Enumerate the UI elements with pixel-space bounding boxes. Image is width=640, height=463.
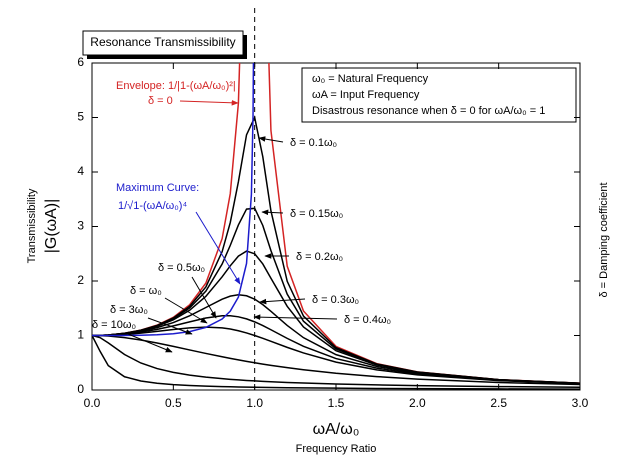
- chart-title: Resonance Transmissibility: [90, 35, 235, 49]
- y-axis-title: |G(ωA)|: [43, 199, 60, 254]
- curve: [92, 334, 580, 388]
- x-tick-label: 2.5: [490, 396, 507, 410]
- y-axis-subtitle: Transmissibility: [26, 188, 38, 263]
- x-tick-label: 0.5: [165, 396, 182, 410]
- curve: [92, 335, 580, 390]
- y-tick-label: 5: [77, 110, 84, 124]
- annotation-arrow: [253, 314, 338, 320]
- info-line: Disastrous resonance when δ = 0 for ωA/ω…: [312, 105, 545, 117]
- annotation-arrow: [191, 276, 217, 319]
- x-axis-subtitle: Frequency Ratio: [296, 443, 377, 455]
- annotation-arrow: [259, 298, 306, 305]
- right-axis-label: δ = Damping coefficient: [598, 182, 610, 297]
- annotation-arrow: [179, 99, 239, 106]
- annotation: 1/√1-(ωA/ω₀)⁴: [118, 200, 187, 212]
- curve: [92, 315, 580, 385]
- annotation-arrow: [195, 211, 241, 285]
- x-tick-label: 1.0: [246, 396, 263, 410]
- curve: [92, 326, 580, 385]
- x-tick-label: 3.0: [572, 396, 589, 410]
- y-tick-label: 4: [77, 164, 84, 178]
- info-box: [301, 67, 577, 123]
- info-line: ωA = Input Frequency: [312, 89, 420, 101]
- title-box: [82, 30, 244, 56]
- curve: [268, 63, 580, 384]
- x-tick-label: 1.5: [328, 396, 345, 410]
- x-tick-label: 2.0: [409, 396, 426, 410]
- annotation: δ = 10ω₀: [92, 319, 136, 331]
- annotation: δ = 0.2ω₀: [296, 251, 343, 263]
- y-tick-label: 1: [77, 328, 84, 342]
- annotation: δ = 3ω₀: [110, 304, 148, 316]
- annotation: δ = 0: [148, 95, 173, 107]
- annotation-arrow: [258, 136, 284, 143]
- annotation: Maximum Curve:: [116, 182, 199, 194]
- annotation-arrow: [261, 209, 284, 216]
- annotation: δ = 0.3ω₀: [312, 294, 359, 306]
- plot-area: [92, 63, 580, 390]
- annotation-arrow: [147, 317, 193, 335]
- annotation: δ = 0.4ω₀: [344, 314, 391, 326]
- y-tick-label: 3: [77, 219, 84, 233]
- y-tick-label: 2: [77, 273, 84, 287]
- info-line: ω₀ = Natural Frequency: [312, 73, 429, 85]
- annotation: δ = ω₀: [130, 285, 162, 297]
- annotation: δ = 0.1ω₀: [290, 137, 337, 149]
- annotation: δ = 0.5ω₀: [158, 262, 205, 274]
- x-tick-label: 0.0: [84, 396, 101, 410]
- curve: [92, 334, 580, 386]
- annotation: Envelope: 1/|1-(ωA/ω₀)²|: [116, 80, 236, 92]
- annotation-arrow: [127, 333, 173, 353]
- curve: [92, 63, 255, 337]
- x-axis-title: ωA/ω₀: [313, 421, 360, 438]
- y-tick-label: 6: [77, 55, 84, 69]
- annotation: δ = 0.15ω₀: [290, 208, 343, 220]
- annotation-arrow: [164, 297, 208, 324]
- y-tick-label: 0: [77, 382, 84, 396]
